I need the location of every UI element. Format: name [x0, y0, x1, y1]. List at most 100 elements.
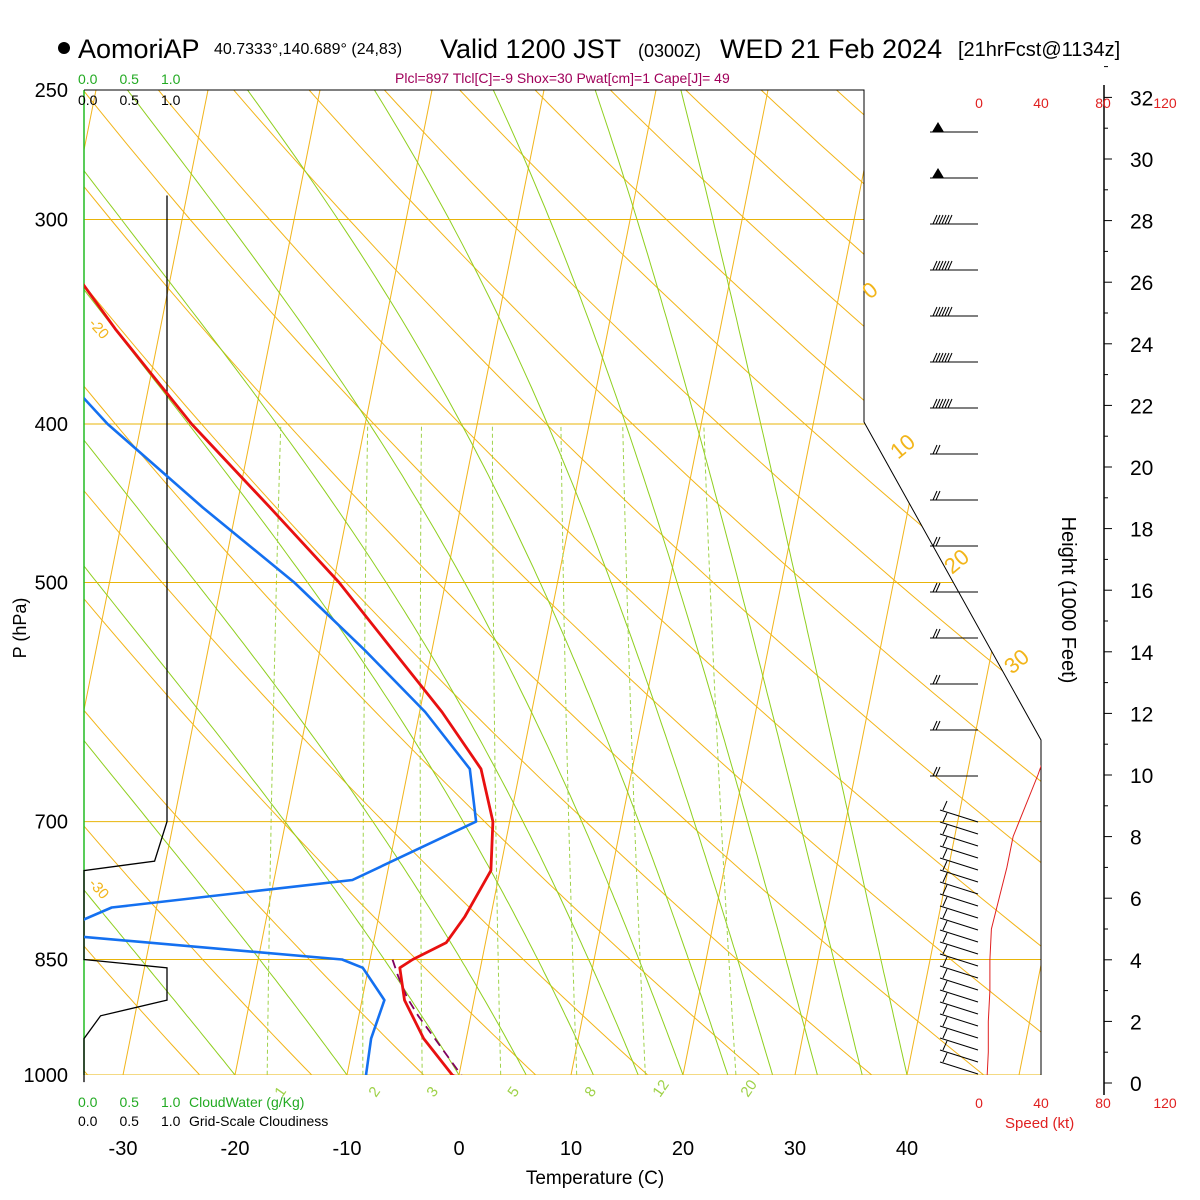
height-tick-label: 14 [1130, 642, 1154, 665]
isotherm-line [339, 90, 551, 1075]
wind-barb-feather [932, 628, 938, 639]
wind-barb-feather [947, 260, 953, 271]
wind-barb-staff [939, 977, 979, 991]
wind-barb-feather [941, 398, 947, 409]
mixing-ratio-label: 8 [581, 1084, 600, 1101]
wind-barb-staff [939, 833, 979, 847]
forecast-info: [21hrFcst@1134z] [958, 39, 1121, 61]
wind-barb-feather [942, 920, 948, 931]
dry-adiabat-line [1177, 61, 1200, 1110]
temperature-tick-label: -10 [333, 1138, 362, 1160]
dry-adiabat-line [84, 90, 687, 1075]
pressure-tick-label: 300 [35, 210, 68, 232]
height-tick-label: 18 [1130, 519, 1153, 542]
dry-adiabat-line [208, 90, 1041, 1075]
moist-adiabat-line [247, 90, 729, 1075]
dry-adiabat-line [84, 90, 233, 1075]
wind-barb-staff [939, 917, 979, 931]
wind-barb-feather [944, 260, 950, 271]
speed-tick-bottom: 0 [975, 1095, 983, 1111]
speed-tick-bottom: 40 [1033, 1095, 1049, 1111]
wind-barb-feather [932, 582, 938, 593]
height-tick-label: 16 [1130, 580, 1153, 603]
wind-barb-feather [947, 398, 953, 409]
wind-barb-staff [939, 1037, 979, 1051]
moist-adiabat-line [84, 90, 639, 1075]
mixing-ratio-label: 2 [365, 1084, 384, 1101]
wind-barb-staff [939, 809, 979, 823]
isotherm-line [1011, 90, 1041, 1075]
wind-barb-feather [932, 306, 938, 317]
wind-barb-feather [942, 896, 948, 907]
wind-barb-feather [947, 306, 953, 317]
dry-adiabat-line [84, 90, 347, 1075]
moist-adiabat-line [492, 90, 818, 1075]
dry-adiabat-line [84, 90, 574, 1075]
wind-barb-feather [942, 1052, 948, 1063]
stability-indices: Plcl=897 Tlcl[C]=-9 Shox=30 Pwat[cm]=1 C… [395, 70, 730, 86]
dry-adiabat-line [134, 90, 1041, 1075]
wind-barb-feather [935, 306, 941, 317]
wind-barb-feather [935, 352, 941, 363]
wind-barb-feather [941, 352, 947, 363]
wind-barb-feather [942, 944, 948, 955]
dry-adiabat-line [84, 90, 460, 1075]
wind-barb-staff [939, 821, 979, 835]
speed-tick-bottom: 80 [1095, 1095, 1111, 1111]
mixing-ratio-line [419, 423, 424, 1075]
theta-label: 20 [939, 544, 974, 579]
cloudwater-tick-top: 0.5 [120, 71, 140, 87]
wind-barb-feather [932, 720, 938, 731]
isotherm-line [563, 90, 775, 1075]
cloudwater-tick-top: 0.0 [78, 71, 98, 87]
isotherm-line [84, 90, 215, 1075]
pressure-tick-label: 1000 [24, 1065, 69, 1087]
wind-barb-staff [939, 1061, 979, 1075]
wind-barb-feather [944, 398, 950, 409]
cloudwater-tick-top: 1.0 [161, 71, 181, 87]
height-tick-label: 6 [1130, 888, 1142, 911]
cloudiness-tick-bottom: 0.5 [120, 1113, 140, 1129]
dry-adiabat-line [84, 90, 801, 1075]
mixing-ratio-line [491, 423, 502, 1075]
pressure-tick-label: 850 [35, 950, 68, 972]
cloudiness-label: Grid-Scale Cloudiness [189, 1113, 328, 1129]
cloudiness-tick-bottom: 1.0 [161, 1113, 181, 1129]
mixing-ratio-line [560, 423, 579, 1075]
speed-tick-top: 40 [1033, 95, 1049, 111]
wind-barb-feather [942, 836, 948, 847]
valid-time: Valid 1200 JST [440, 34, 622, 64]
isotherm-line [675, 90, 887, 1075]
wind-barb-feather [942, 860, 948, 871]
temperature-tick-label: -30 [109, 1138, 138, 1160]
wind-barb-feather [932, 444, 938, 455]
wind-barb-feather [935, 214, 941, 225]
surface-temperature-marker [472, 1077, 481, 1086]
mixing-ratio-line [622, 423, 648, 1075]
dry-adiabat-line [580, 90, 1041, 1075]
wind-barb-feather [935, 766, 941, 777]
cloudwater-tick-bottom: 1.0 [161, 1094, 181, 1110]
wind-barb-feather [932, 766, 938, 777]
moist-adiabat-line [84, 90, 594, 1075]
dry-adiabat-line [282, 90, 1041, 1075]
x-axis-label: Temperature (C) [526, 1168, 664, 1189]
valid-time-utc: (0300Z) [638, 41, 702, 61]
pressure-tick-label: 250 [35, 80, 68, 102]
wind-barb-staff [939, 953, 979, 967]
pressure-tick-label: 700 [35, 812, 68, 834]
cloudwater-tick-bottom: 0.5 [120, 1094, 140, 1110]
wind-barb-feather [942, 908, 948, 919]
pressure-tick-label: 400 [35, 414, 68, 436]
height-axis-label: Height (1000 Feet) [1057, 517, 1079, 684]
wind-barb-staff [939, 869, 979, 883]
height-tick-label: 22 [1130, 395, 1153, 418]
wind-barb-feather [942, 1016, 948, 1027]
cloudiness-tick-top: 0.5 [120, 92, 140, 108]
moist-adiabat-line [127, 90, 684, 1075]
wind-barb-feather [942, 1004, 948, 1015]
wind-barb-feather [935, 674, 941, 685]
dry-adiabat-line [1027, 90, 1041, 1075]
height-tick-label: 24 [1130, 334, 1154, 357]
